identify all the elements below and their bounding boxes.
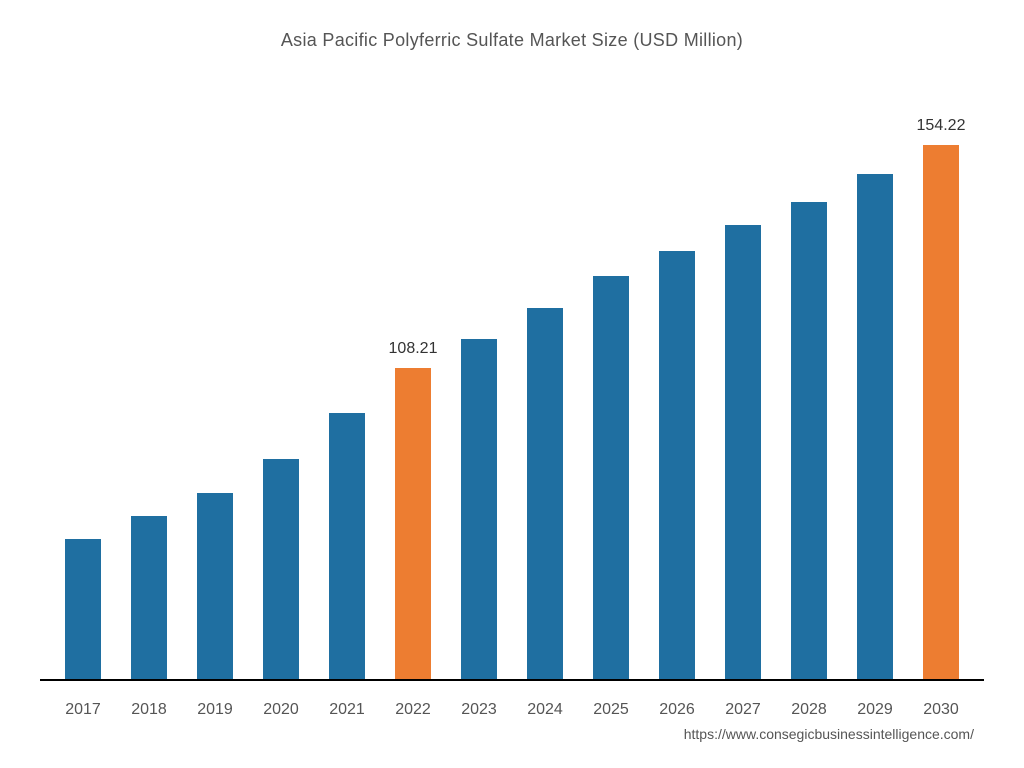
- bar-slot: [512, 111, 578, 681]
- bars-group: 108.21 154.22: [40, 111, 984, 681]
- bar: [65, 539, 101, 682]
- bar: [791, 202, 827, 681]
- x-axis-label: 2028: [776, 701, 842, 719]
- bar-slot: [116, 111, 182, 681]
- bar-slot: 154.22: [908, 111, 974, 681]
- bar: [461, 339, 497, 681]
- bar: [725, 225, 761, 681]
- bar: [593, 276, 629, 681]
- x-axis-label: 2026: [644, 701, 710, 719]
- bar: [329, 413, 365, 681]
- bar-slot: [710, 111, 776, 681]
- bar: [527, 308, 563, 681]
- x-axis-label: 2025: [578, 701, 644, 719]
- bar: [659, 251, 695, 681]
- x-axis-label: 2021: [314, 701, 380, 719]
- x-axis-label: 2019: [182, 701, 248, 719]
- bar: [923, 145, 959, 681]
- x-axis-label: 2018: [116, 701, 182, 719]
- bar: [197, 493, 233, 681]
- x-axis-label: 2027: [710, 701, 776, 719]
- bar-slot: [50, 111, 116, 681]
- x-axis-label: 2030: [908, 701, 974, 719]
- chart-title: Asia Pacific Polyferric Sulfate Market S…: [40, 30, 984, 51]
- x-axis-label: 2024: [512, 701, 578, 719]
- bar-value-label: 108.21: [380, 340, 446, 358]
- bar-slot: 108.21: [380, 111, 446, 681]
- bar-slot: [842, 111, 908, 681]
- bar: [263, 459, 299, 681]
- bar-slot: [578, 111, 644, 681]
- x-axis-label: 2022: [380, 701, 446, 719]
- bar: [395, 368, 431, 682]
- bar: [857, 174, 893, 681]
- bar-slot: [644, 111, 710, 681]
- x-axis-label: 2020: [248, 701, 314, 719]
- x-axis-label: 2029: [842, 701, 908, 719]
- x-axis-labels: 2017201820192020202120222023202420252026…: [40, 701, 984, 719]
- x-axis-label: 2017: [50, 701, 116, 719]
- bar-slot: [446, 111, 512, 681]
- chart-container: Asia Pacific Polyferric Sulfate Market S…: [0, 0, 1024, 768]
- bar-value-label: 154.22: [908, 117, 974, 135]
- bar-slot: [182, 111, 248, 681]
- chart-plot-area: 108.21154.22 201720182019202020212022202…: [40, 111, 984, 681]
- bar-slot: [776, 111, 842, 681]
- x-axis-line: [40, 679, 984, 681]
- x-axis-label: 2023: [446, 701, 512, 719]
- bar-slot: [314, 111, 380, 681]
- source-link: https://www.consegicbusinessintelligence…: [684, 726, 974, 742]
- bar: [131, 516, 167, 681]
- bar-slot: [248, 111, 314, 681]
